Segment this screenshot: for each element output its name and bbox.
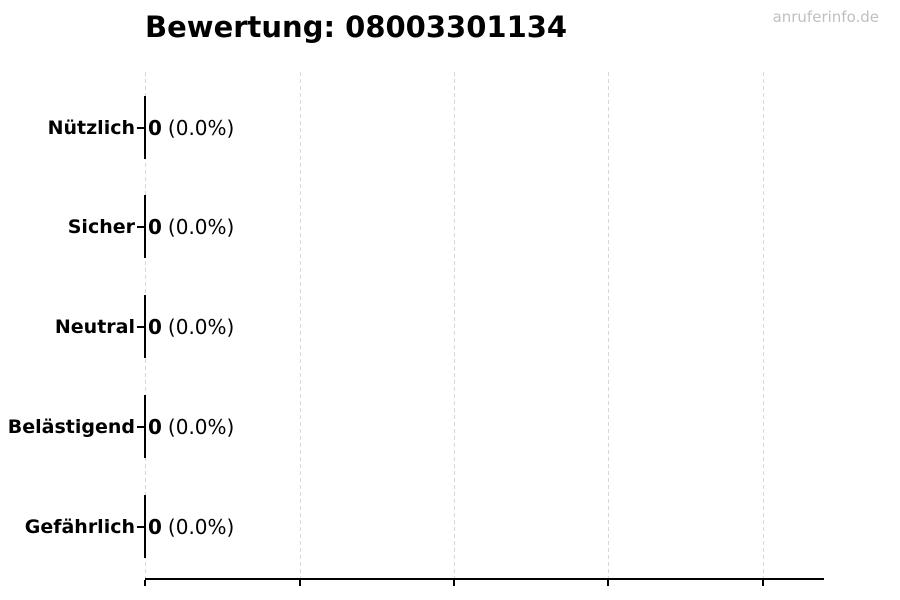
zero-value-bar [144,295,146,358]
y-tick [137,426,144,428]
value-percent: (0.0%) [167,215,235,239]
gridline [300,72,301,579]
category-label: Nützlich [47,117,135,139]
value-count: 0 [148,415,162,439]
chart-title: Bewertung: 08003301134 [145,10,568,44]
x-tick [299,580,301,586]
y-tick [137,326,144,328]
value-percent: (0.0%) [167,415,235,439]
gridline [454,72,455,579]
zero-value-bar [144,395,146,458]
x-tick [453,580,455,586]
value-label: 0 (0.0%) [148,414,234,440]
x-tick [144,580,146,586]
watermark: anruferinfo.de [772,8,879,26]
category-label: Neutral [54,316,135,338]
x-tick [607,580,609,586]
plot-area [145,72,824,579]
zero-value-bar [144,96,146,159]
zero-value-bar [144,195,146,258]
gridline [763,72,764,579]
value-percent: (0.0%) [167,116,235,140]
gridline [608,72,609,579]
category-label: Sicher [67,216,135,238]
value-count: 0 [148,215,162,239]
value-percent: (0.0%) [167,515,235,539]
y-tick [137,127,144,129]
value-label: 0 (0.0%) [148,214,234,240]
zero-value-bar [144,495,146,558]
value-count: 0 [148,515,162,539]
y-tick [137,226,144,228]
category-label: Belästigend [7,416,135,438]
value-label: 0 (0.0%) [148,115,234,141]
y-tick [137,526,144,528]
x-axis [145,578,824,580]
category-label: Gefährlich [24,516,135,538]
value-count: 0 [148,116,162,140]
value-label: 0 (0.0%) [148,514,234,540]
value-percent: (0.0%) [167,315,235,339]
x-tick [762,580,764,586]
value-label: 0 (0.0%) [148,314,234,340]
value-count: 0 [148,315,162,339]
